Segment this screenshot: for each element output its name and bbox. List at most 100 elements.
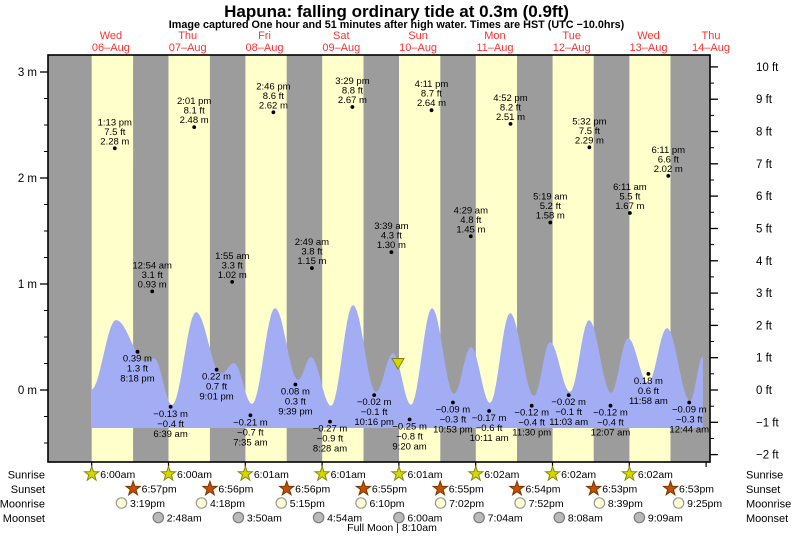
- tide-time: 10:16 pm: [354, 417, 394, 428]
- tide-dot: [248, 413, 253, 418]
- tide-height-m: −0.17 m: [472, 413, 507, 424]
- moonrise-row-label-left: Moonrise: [0, 499, 45, 511]
- tide-dot: [192, 125, 197, 129]
- tide-height-m: −0.21 m: [233, 417, 268, 428]
- tide-time: 8:18 pm: [120, 374, 154, 385]
- left-axis-label: 3 m: [18, 67, 37, 79]
- moonrise-time: 4:18pm: [210, 498, 245, 510]
- moonset-time: 9:09am: [648, 513, 683, 525]
- right-axis-label: 5 ft: [756, 223, 773, 235]
- sunrise-time: 6:00am: [100, 469, 135, 481]
- sunrise-time: 6:02am: [638, 469, 673, 481]
- tide-dot: [310, 266, 314, 270]
- sunset-time: 6:54pm: [525, 484, 560, 496]
- right-axis-label: 3 ft: [756, 288, 773, 300]
- tide-dot: [429, 108, 434, 113]
- sunrise-icon: [236, 464, 254, 482]
- sunset-time: 6:57pm: [142, 484, 177, 496]
- tide-height-ft: −0.1 ft: [361, 407, 388, 418]
- moonrise-time: 7:02pm: [449, 498, 484, 510]
- tide-height-ft: 0.6 ft: [638, 386, 659, 397]
- sunrise-icon: [544, 464, 562, 482]
- sunset-entry: 6:56pm: [201, 479, 254, 497]
- tide-height-ft: −0.6 ft: [476, 423, 503, 434]
- tide-annotation-high: 5:32 pm7.5 ft2.29 m: [572, 116, 607, 150]
- tide-time: 2:49 am: [295, 237, 329, 248]
- day-label-weekday: Sat: [333, 30, 350, 42]
- tide-height-m: −0.12 m: [593, 408, 628, 419]
- moonrise-entry: 5:15pm: [275, 497, 325, 510]
- moonrise-entry: 9:25pm: [672, 497, 722, 510]
- tide-time: 1:55 am: [215, 251, 249, 262]
- sunset-entry: 6:53pm: [585, 479, 638, 497]
- tide-height-m: 2.28 m: [100, 136, 129, 147]
- tide-time: 9:20 am: [392, 442, 426, 453]
- tide-height-ft: −0.9 ft: [317, 434, 344, 445]
- moonrise-time: 8:39pm: [608, 498, 643, 510]
- moonrise-entry: 6:10pm: [355, 497, 405, 510]
- sunset-entry: 6:53pm: [661, 479, 714, 497]
- tide-annotation-low: −0.27 m−0.9 ft8:28 am: [313, 419, 348, 455]
- tide-height-ft: 0.7 ft: [206, 382, 227, 393]
- sunset-icon: [201, 479, 219, 497]
- sunrise-entry: 6:02am: [467, 464, 520, 482]
- sunset-entry: 6:54pm: [508, 479, 561, 497]
- moonset-time: 2:48am: [167, 513, 202, 525]
- tide-height-m: 1.58 m: [536, 211, 565, 222]
- sunrise-icon: [620, 464, 638, 482]
- sunrise-time: 6:01am: [254, 469, 289, 481]
- right-axis-label: 9 ft: [756, 94, 773, 106]
- day-label-date: 10–Aug: [399, 42, 437, 54]
- tide-height-ft: −0.3 ft: [440, 415, 467, 426]
- tide-dot: [389, 250, 394, 255]
- tide-time: 4:11 pm: [415, 79, 449, 90]
- moonrise-icon: [195, 497, 208, 509]
- tide-dot: [508, 122, 513, 126]
- tide-time: 10:53 pm: [433, 425, 473, 436]
- moonrise-entry: 8:39pm: [593, 497, 643, 510]
- tide-height-ft: −0.4 ft: [518, 418, 545, 429]
- right-axis-label: −2 ft: [756, 450, 780, 462]
- tide-height-ft: −0.4 ft: [157, 419, 184, 430]
- tide-dot: [451, 400, 455, 405]
- tide-dot: [587, 145, 592, 150]
- tide-height-m: 1.30 m: [377, 240, 406, 251]
- tide-dot: [372, 393, 377, 397]
- tide-height-ft: −0.3 ft: [676, 415, 703, 426]
- tide-annotation-high: 6:11 pm6.6 ft2.02 m: [651, 145, 685, 178]
- moonset-icon: [633, 511, 646, 524]
- moonset-entry: 9:09am: [633, 511, 683, 525]
- day-label-date: 09–Aug: [322, 42, 360, 54]
- moonset-icon: [553, 511, 566, 524]
- left-axis-label: 0 m: [18, 385, 37, 397]
- tide-dot: [271, 110, 276, 115]
- moonrise-icon: [672, 497, 685, 509]
- sunset-row-label-right: Sunset: [746, 484, 780, 496]
- sunrise-row-label-right: Sunrise: [746, 470, 783, 482]
- tide-time: 6:11 pm: [651, 145, 685, 156]
- tide-height-m: 0.18 m: [634, 376, 663, 387]
- tide-height-m: −0.09 m: [436, 405, 471, 416]
- tide-height-ft: −0.4 ft: [597, 418, 624, 429]
- tide-height-ft: 8.7 ft: [421, 89, 442, 100]
- tide-dot: [328, 419, 332, 424]
- tide-dot: [646, 372, 651, 376]
- tide-height-m: −0.27 m: [313, 424, 348, 435]
- tide-time: 6:39 am: [153, 429, 187, 440]
- tide-height-ft: 3.1 ft: [142, 270, 163, 281]
- moonrise-entry: 3:19pm: [115, 497, 165, 510]
- tide-time: 2:01 pm: [177, 96, 211, 107]
- tide-height-ft: 3.8 ft: [301, 247, 322, 258]
- tide-time: 10:11 am: [470, 433, 509, 444]
- sunrise-icon: [83, 464, 101, 482]
- tide-time: 11:03 am: [549, 417, 588, 428]
- tide-dot: [214, 367, 219, 372]
- tide-height-ft: 3.3 ft: [222, 260, 243, 271]
- plot-frame: [47, 54, 711, 463]
- moonset-entry: 6:00am: [393, 511, 443, 525]
- day-label-date: 14–Aug: [692, 42, 730, 54]
- tide-time: 12:44 am: [669, 425, 709, 436]
- tide-height-ft: 1.3 ft: [127, 364, 148, 375]
